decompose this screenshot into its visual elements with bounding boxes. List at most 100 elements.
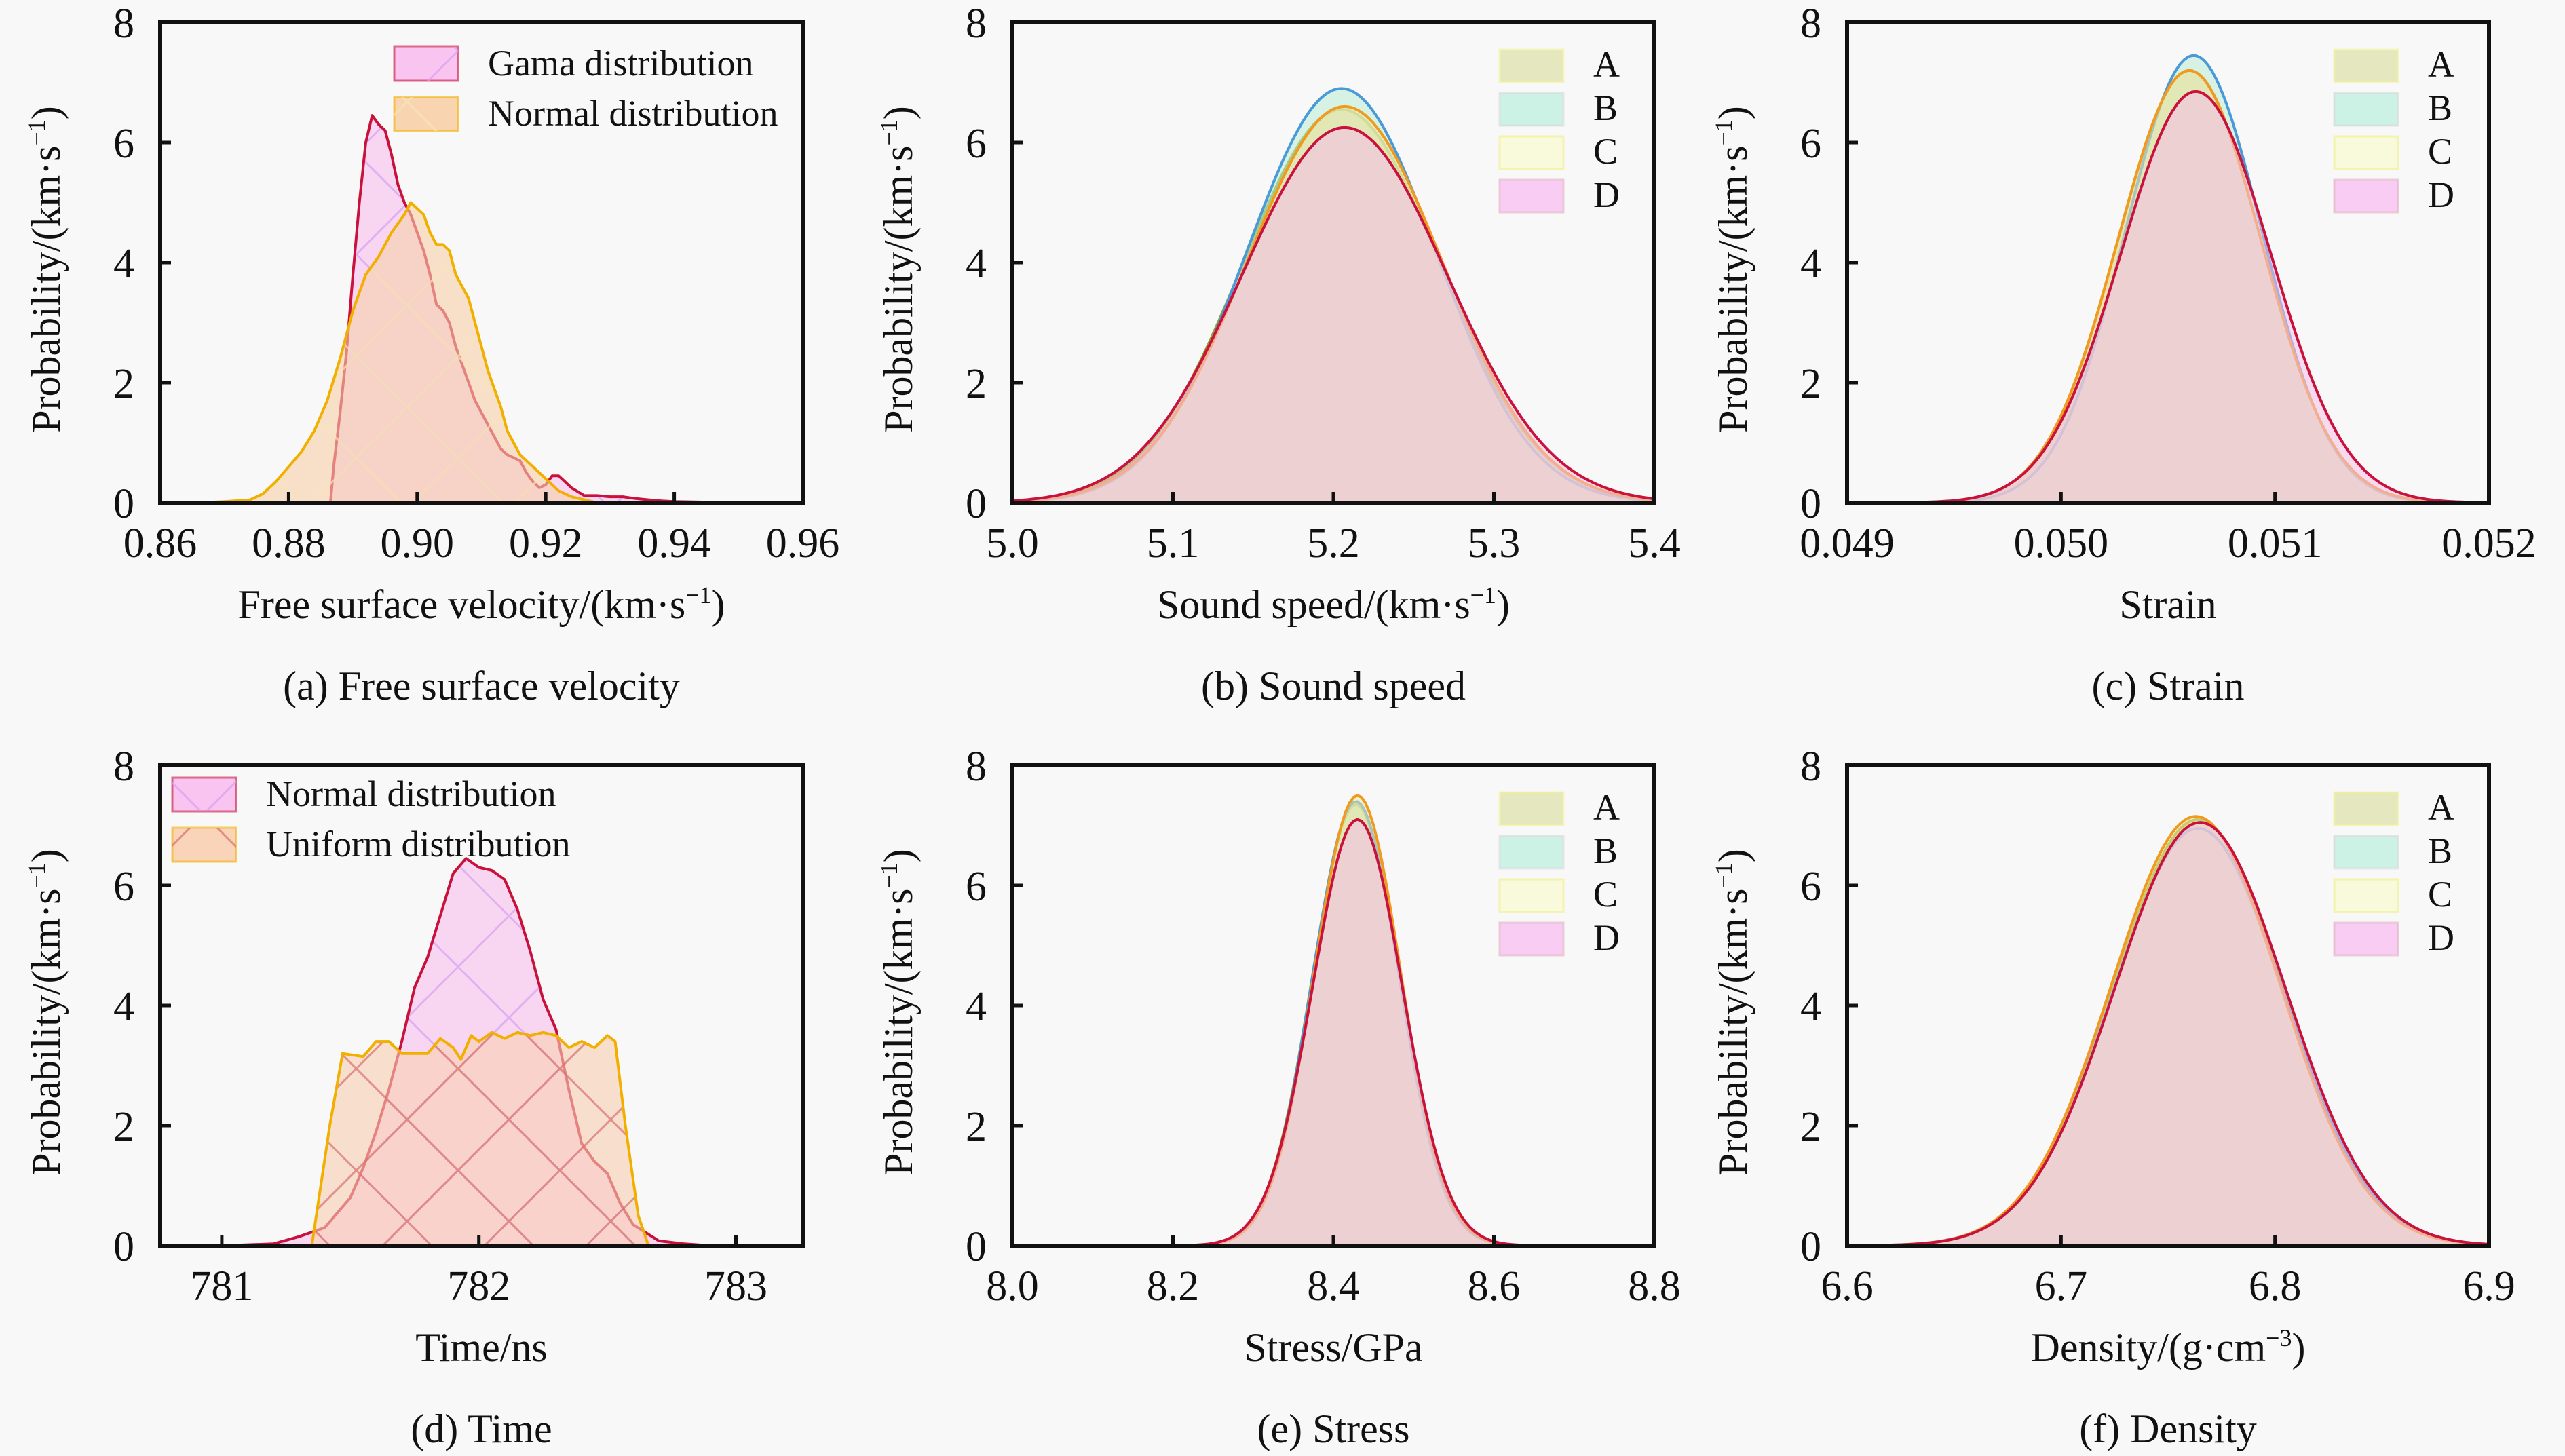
y-tick-label: 4 <box>113 241 134 287</box>
legend-swatch <box>2333 835 2399 870</box>
legend-item-d: D <box>1498 174 1620 215</box>
legend-swatch <box>2333 48 2399 83</box>
y-tick-label: 2 <box>113 361 134 407</box>
y-axis-label: Probability/(km·s−1) <box>1710 106 1755 433</box>
x-tick-label: 0.052 <box>2442 520 2536 567</box>
panel-caption: (a) Free surface velocity <box>283 664 680 708</box>
legend-item-d: D <box>2333 917 2454 958</box>
legend-item-d: D <box>1498 917 1620 958</box>
legend-item-b: B <box>2333 830 2452 871</box>
legend-swatch <box>2333 135 2399 170</box>
legend-swatch <box>1498 835 1565 870</box>
series-d-line <box>1012 126 1655 502</box>
panel-b: 5.0 5.1 5.2 5.3 5.4 0 2 4 6 8 Sound speed/(km·s−1)… <box>875 1 1681 708</box>
series-d-line <box>1847 90 2490 504</box>
x-tick-label: 6.7 <box>2035 1263 2088 1309</box>
panel-f: 6.6 6.7 6.8 6.9 0 2 4 6 8 Density/(g·cm−3) Probabi… <box>1710 744 2515 1451</box>
legend-item-c: C <box>2333 874 2452 915</box>
legend-swatch <box>2333 921 2399 957</box>
legend-label: B <box>1593 88 1618 128</box>
legend-item-uniform-distribution: Uniform distribution <box>171 824 570 864</box>
series-d-area <box>1847 822 2489 1246</box>
legend-label: B <box>2428 830 2452 871</box>
legend-label: B <box>1593 830 1618 871</box>
x-axis-label: Sound speed/(km·s−1) <box>1157 581 1510 627</box>
series-uniform-distribution-hatch <box>311 1032 649 1246</box>
y-tick-label: 6 <box>966 864 987 910</box>
axes-frame <box>1845 763 2491 1248</box>
y-tick-label: 0 <box>1800 1224 1821 1270</box>
y-tick-label: 8 <box>966 1 987 47</box>
x-tick-label: 5.4 <box>1628 520 1681 567</box>
legend-swatch-hatch <box>394 97 458 131</box>
y-tick-label: 4 <box>966 984 987 1030</box>
legend-swatch <box>2333 178 2399 214</box>
y-tick-label: 0 <box>966 481 987 527</box>
panel-a: 0.86 0.88 0.90 0.92 0.94 0.96 0 2 4 6 8 Free surfac… <box>23 1 839 708</box>
plot-area <box>221 857 710 1247</box>
plot-area <box>198 114 771 504</box>
x-tick-label: 0.90 <box>381 520 455 567</box>
legend-swatch <box>1498 878 1565 913</box>
x-tick-label: 0.86 <box>124 520 197 567</box>
axes-frame <box>1010 20 1656 505</box>
panel-caption: (f) Density <box>2079 1406 2257 1451</box>
panel-caption: (b) Sound speed <box>1201 664 1466 708</box>
legend-item-b: B <box>2333 88 2452 128</box>
y-tick-label: 0 <box>1800 481 1821 527</box>
series-normal-distribution <box>198 201 598 504</box>
y-tick-label: 0 <box>966 1224 987 1270</box>
x-tick-label: 5.1 <box>1147 520 1200 567</box>
series-normal-distribution-line <box>198 201 598 504</box>
x-tick-label: 0.94 <box>637 520 711 567</box>
y-axis-label: Probability/(km·s−1) <box>875 849 921 1176</box>
legend: Normal distribution Uniform distribution <box>171 773 570 864</box>
legend: Gama distribution Normal distribution <box>393 43 778 134</box>
x-tick-label: 0.051 <box>2228 520 2323 567</box>
x-tick-label: 0.049 <box>1800 520 1895 567</box>
y-tick-label: 6 <box>1800 864 1821 910</box>
legend-label: A <box>2428 787 2454 828</box>
legend-label: Normal distribution <box>266 773 556 814</box>
series-d-area <box>1012 127 1654 503</box>
legend-item-d: D <box>2333 174 2454 215</box>
axes-frame <box>1845 20 2491 505</box>
legend-label: B <box>2428 88 2452 128</box>
x-tick-label: 0.92 <box>509 520 583 567</box>
axes-frame <box>158 763 805 1248</box>
legend-swatch <box>1498 791 1565 826</box>
x-tick-label: 5.3 <box>1468 520 1521 567</box>
axes-frame <box>158 20 805 505</box>
legend-label: C <box>2428 131 2452 172</box>
y-tick-label: 2 <box>966 1104 987 1150</box>
x-tick-label: 8.6 <box>1468 1263 1521 1309</box>
y-tick-label: 6 <box>1800 121 1821 167</box>
y-axis-label: Probability/(km·s−1) <box>23 849 69 1176</box>
legend-item-a: A <box>2333 44 2454 85</box>
legend-swatch <box>1498 48 1565 83</box>
y-tick-label: 6 <box>113 121 134 167</box>
legend-swatch <box>1498 178 1565 214</box>
y-tick-label: 2 <box>1800 361 1821 407</box>
panel-d: 781 782 783 0 2 4 6 8 Time/ns Probability/(km·s−1… <box>23 744 805 1451</box>
legend-label: C <box>2428 874 2452 915</box>
x-tick-label: 8.0 <box>986 1263 1039 1309</box>
y-tick-label: 8 <box>113 1 134 47</box>
legend-label: C <box>1593 131 1618 172</box>
y-axis-label: Probability/(km·s−1) <box>23 106 69 433</box>
panel-caption: (e) Stress <box>1257 1406 1410 1451</box>
legend-label: A <box>2428 44 2454 85</box>
y-tick-label: 4 <box>966 241 987 287</box>
legend-swatch <box>1498 921 1565 957</box>
x-tick-label: 6.8 <box>2249 1263 2302 1309</box>
legend-swatch <box>1498 135 1565 170</box>
legend-item-normal-distribution: Normal distribution <box>393 93 778 134</box>
y-axis-label: Probability/(km·s−1) <box>875 106 921 433</box>
legend-item-a: A <box>2333 787 2454 828</box>
legend-item-a: A <box>1498 787 1620 828</box>
legend-item-c: C <box>2333 131 2452 172</box>
